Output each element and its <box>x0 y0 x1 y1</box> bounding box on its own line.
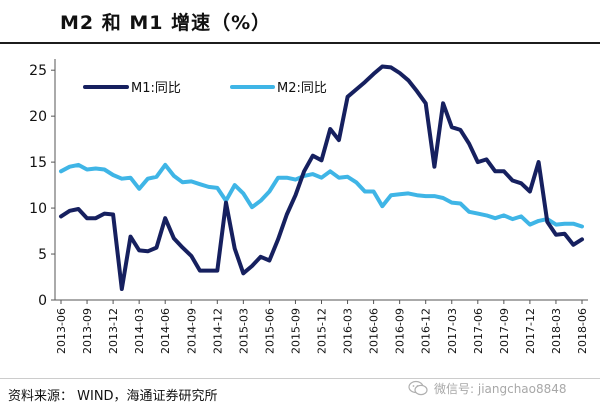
x-tick-label: 2016-12 <box>420 308 433 354</box>
x-tick-label: 2015-03 <box>237 308 250 354</box>
x-tick-label: 2017-06 <box>472 308 485 354</box>
footer-divider <box>0 378 600 379</box>
chart-title: M2 和 M1 增速（%） <box>60 12 272 34</box>
x-tick-label: 2016-06 <box>368 308 381 354</box>
x-tick-label: 2015-12 <box>316 308 329 354</box>
y-tick-label: 25 <box>29 63 47 79</box>
x-tick-label: 2014-06 <box>159 308 172 354</box>
watermark: 微信号: jiangchao8848 <box>408 376 567 400</box>
x-tick-label: 2016-03 <box>342 308 355 354</box>
x-tick-label: 2014-03 <box>133 308 146 354</box>
legend-label-m1: M1:同比 <box>131 81 181 96</box>
x-tick-label: 2017-03 <box>446 308 459 354</box>
series-m1-line <box>59 64 584 291</box>
series-layer <box>59 64 584 291</box>
y-tick-label: 20 <box>29 109 47 125</box>
y-axis: 0 5 10 15 20 25 <box>29 59 56 309</box>
x-tick-label: 2014-09 <box>185 308 198 354</box>
x-tick-label: 2017-09 <box>498 308 511 354</box>
x-tick-label: 2017-12 <box>524 308 537 354</box>
legend-label-m2: M2:同比 <box>277 81 327 96</box>
x-tick-label: 2014-12 <box>211 308 224 354</box>
x-tick-label: 2013-12 <box>107 308 120 354</box>
y-tick-label: 10 <box>29 201 47 217</box>
x-tick-label: 2015-09 <box>289 308 302 354</box>
source-note: 资料来源： WIND，海通证券研究所 <box>8 389 218 404</box>
x-tick-label: 2018-06 <box>576 308 589 354</box>
y-tick-label: 5 <box>38 247 47 263</box>
x-axis: 2013-06 2013-09 2013-12 2014-03 2014-06 2014-… <box>55 299 589 354</box>
watermark-text: 微信号: jiangchao8848 <box>434 381 567 396</box>
series-m2-line <box>59 162 584 229</box>
y-tick-label: 0 <box>38 293 47 309</box>
x-tick-label: 2018-03 <box>550 308 563 354</box>
legend: M1:同比 M2:同比 <box>83 81 327 96</box>
x-tick-label: 2015-06 <box>263 308 276 354</box>
title-divider <box>0 42 600 44</box>
x-tick-label: 2016-09 <box>394 308 407 354</box>
x-tick-label: 2013-09 <box>81 308 94 354</box>
x-tick-label: 2013-06 <box>55 308 68 354</box>
wechat-icon <box>408 380 428 396</box>
y-tick-label: 15 <box>29 155 47 171</box>
